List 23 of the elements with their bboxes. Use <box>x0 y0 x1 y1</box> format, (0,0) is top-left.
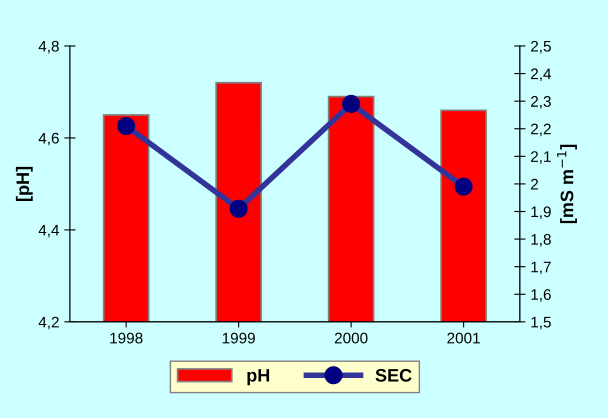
y-tick-label: 4,2 <box>38 316 59 330</box>
x-tick-label: 2000 <box>334 332 368 344</box>
y2-tick-label: 1,8 <box>531 234 551 247</box>
x-tick-label: 1999 <box>222 332 255 344</box>
y2-tick-label: 1,6 <box>531 289 551 302</box>
y2-tick-label: 2,4 <box>531 68 552 82</box>
y2-axis-title: [mS m$^{−1}$] <box>557 144 577 224</box>
legend-label: SEC <box>376 368 412 382</box>
x-tick-label: 1998 <box>110 332 142 344</box>
y2-tick-label: 1,7 <box>531 262 551 274</box>
y2-tick-label: 2,3 <box>531 96 551 109</box>
y-tick-label: 4,8 <box>38 40 59 54</box>
y-axis-title: [pH] <box>16 166 33 201</box>
y2-tick-label: 2 <box>531 178 538 190</box>
y-tick-label: 4,4 <box>38 224 60 238</box>
legend-label: pH <box>247 369 270 386</box>
y-tick-label: 4,6 <box>38 132 59 146</box>
y2-tick-label: 1,5 <box>531 316 551 330</box>
y2-tick-label: 2,2 <box>531 124 551 136</box>
y2-tick-label: 2,1 <box>531 151 551 164</box>
y2-tick-label: 1,9 <box>531 206 551 219</box>
y2-tick-label: 2,5 <box>531 40 551 54</box>
x-tick-label: 2001 <box>447 332 480 344</box>
